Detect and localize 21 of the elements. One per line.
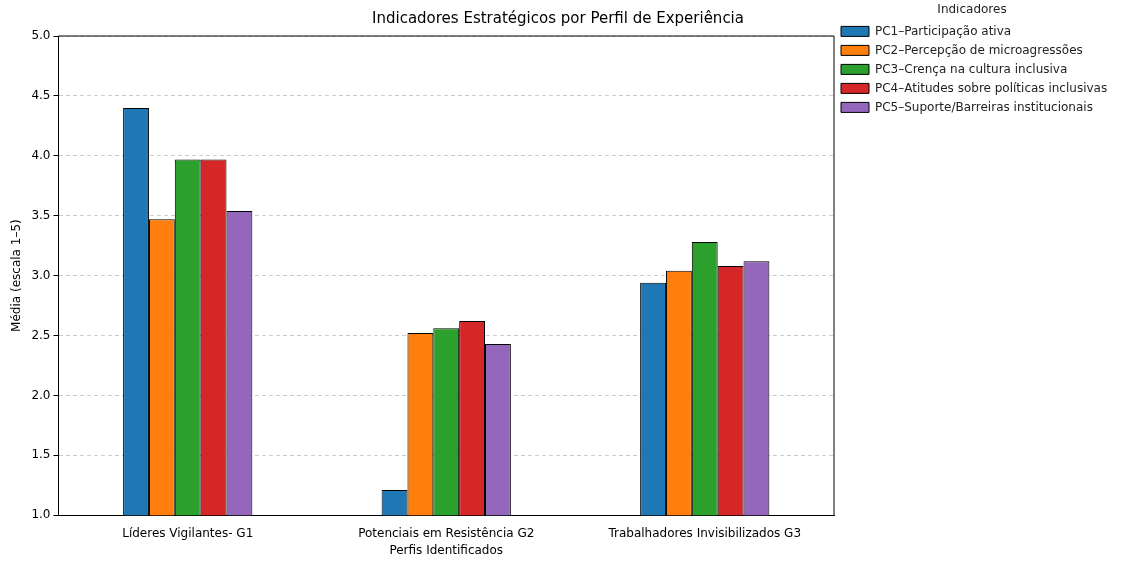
y-tick-label: 5.0: [31, 28, 51, 43]
x-tick-label: Potenciais em Resistência G2: [358, 525, 535, 540]
y-tick-label: 3.5: [31, 207, 51, 222]
x-axis-title: Perfis Identificados: [389, 542, 504, 557]
x-tick-label: Líderes Vigilantes- G1: [122, 525, 254, 540]
y-tick-label: 2.0: [31, 387, 51, 402]
y-tick-label: 2.5: [31, 327, 51, 342]
legend-label: PC3–Crença na cultura inclusiva: [875, 61, 1068, 76]
y-tick-label: 4.0: [31, 147, 51, 162]
chart-title: Indicadores Estratégicos por Perfil de Experiência: [372, 8, 744, 27]
legend-label: PC1–Participação ativa: [875, 23, 1012, 38]
legend-title: Indicadores: [937, 2, 1007, 17]
x-tick-label: Trabalhadores Invisibilizados G3: [607, 525, 802, 540]
y-tick-label: 1.5: [31, 447, 51, 462]
legend-label: PC4–Atitudes sobre políticas inclusivas: [875, 80, 1108, 95]
legend-label: PC2–Percepção de microagressões: [875, 42, 1083, 57]
y-tick-label: 3.0: [31, 267, 51, 282]
y-tick-label: 4.5: [31, 88, 51, 103]
y-tick-label: 1.0: [31, 507, 51, 522]
y-axis-title: Média (escala 1–5): [9, 219, 24, 332]
legend-label: PC5–Suporte/Barreiras institucionais: [875, 99, 1093, 114]
